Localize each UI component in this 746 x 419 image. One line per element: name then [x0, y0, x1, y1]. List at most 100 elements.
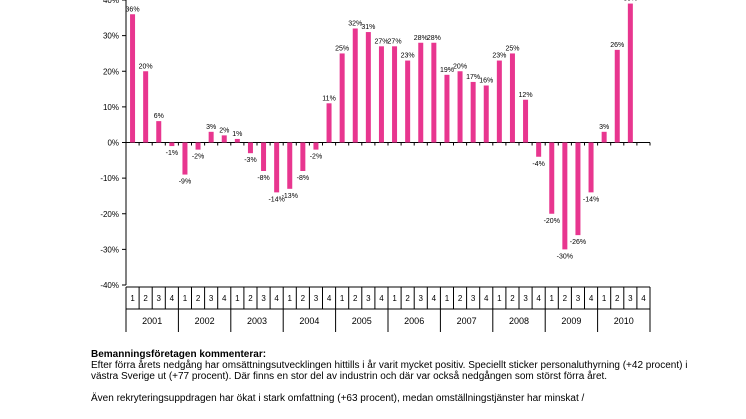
year-label: 2002 — [195, 316, 215, 326]
quarter-label: 3 — [419, 294, 424, 303]
quarter-label: 2 — [563, 294, 568, 303]
bar — [431, 42, 437, 143]
quarter-label: 4 — [379, 294, 384, 303]
quarter-label: 2 — [143, 294, 148, 303]
data-label: 23% — [492, 53, 506, 60]
data-label: 25% — [505, 45, 519, 52]
data-label: 20% — [139, 63, 153, 70]
year-label: 2004 — [299, 316, 319, 326]
data-label: 28% — [427, 35, 441, 42]
y-tick-label: 40% — [103, 0, 119, 5]
bar — [627, 3, 633, 143]
bar — [326, 103, 332, 143]
data-label: 26% — [610, 42, 624, 49]
data-label: -1% — [166, 150, 178, 157]
bar — [588, 142, 594, 193]
data-label: 31% — [361, 24, 375, 31]
data-label: 3% — [599, 124, 609, 131]
bar — [169, 142, 175, 147]
y-tick-label: -10% — [100, 174, 119, 183]
quarter-label: 4 — [274, 294, 279, 303]
bar — [156, 121, 162, 143]
bar — [365, 32, 371, 143]
bar — [247, 142, 253, 154]
data-label: -2% — [192, 154, 204, 161]
bar — [575, 142, 581, 236]
data-label: 28% — [414, 35, 428, 42]
data-label: 17% — [466, 74, 480, 81]
quarter-label: 1 — [183, 294, 188, 303]
y-tick-label: -40% — [100, 281, 119, 290]
bar — [182, 142, 188, 175]
data-label: -2% — [310, 154, 322, 161]
data-label: -4% — [532, 161, 544, 168]
bar — [601, 131, 607, 143]
quarter-label: 3 — [209, 294, 214, 303]
quarter-label: 1 — [392, 294, 397, 303]
bar-chart: -40% -30% -20% -10% 0% 10% 20% 30% 40% 36% 20% 6% -1… — [100, 0, 651, 332]
year-label: 2007 — [457, 316, 477, 326]
commentary: Bemanningsföretagen kommenterar: Efter f… — [91, 349, 691, 415]
data-label: 23% — [401, 53, 415, 60]
y-tick-label: 30% — [103, 32, 119, 41]
quarter-label: 2 — [510, 294, 515, 303]
data-label: -14% — [268, 196, 284, 203]
quarter-label: 1 — [602, 294, 607, 303]
quarter-label: 3 — [576, 294, 581, 303]
quarter-label: 2 — [615, 294, 620, 303]
bar — [470, 81, 476, 143]
y-tick-label: 20% — [103, 67, 119, 76]
commentary-paragraph-1: Efter förra årets nedgång har omsättning… — [91, 360, 688, 382]
bar — [130, 14, 136, 143]
data-label: -14% — [583, 196, 599, 203]
year-label: 2006 — [404, 316, 424, 326]
commentary-paragraph-2: Även rekryteringsuppdragen har ökat i st… — [91, 393, 585, 404]
bar — [418, 42, 424, 143]
bar — [483, 85, 489, 143]
bar — [509, 53, 515, 143]
quarter-label: 3 — [366, 294, 371, 303]
quarter-label: 4 — [589, 294, 594, 303]
year-label: 2005 — [352, 316, 372, 326]
quarter-label: 1 — [497, 294, 502, 303]
bar — [287, 142, 293, 189]
year-label: 2009 — [561, 316, 581, 326]
bar — [392, 46, 398, 143]
quarter-label: 2 — [458, 294, 463, 303]
data-label: -8% — [297, 175, 309, 182]
data-label: 39% — [623, 0, 637, 3]
quarter-label: 4 — [641, 294, 646, 303]
bar — [234, 138, 240, 143]
bar — [405, 60, 411, 143]
quarter-label: 3 — [314, 294, 319, 303]
bar — [339, 53, 345, 143]
quarter-label: 2 — [353, 294, 358, 303]
data-label: 20% — [453, 63, 467, 70]
bar — [444, 74, 450, 143]
bar — [523, 99, 529, 143]
data-label: -9% — [179, 179, 191, 186]
year-label: 2010 — [614, 316, 634, 326]
quarter-label: 3 — [261, 294, 266, 303]
data-label: 1% — [232, 131, 242, 138]
bar — [562, 142, 568, 250]
quarter-label: 4 — [536, 294, 541, 303]
quarter-label: 4 — [222, 294, 227, 303]
quarter-label: 4 — [170, 294, 175, 303]
y-tick-label: -30% — [100, 245, 119, 254]
y-tick-label: -20% — [100, 210, 119, 219]
quarter-label: 3 — [628, 294, 633, 303]
data-label: -13% — [282, 193, 298, 200]
bar — [313, 142, 319, 150]
data-label: -20% — [544, 218, 560, 225]
data-label: 32% — [348, 21, 362, 28]
data-label: 25% — [335, 45, 349, 52]
year-label: 2008 — [509, 316, 529, 326]
data-label: 11% — [322, 95, 336, 102]
quarter-label: 1 — [235, 294, 240, 303]
bar — [536, 142, 542, 157]
bar — [378, 46, 384, 143]
data-label: 3% — [206, 124, 216, 131]
data-label: 6% — [154, 113, 164, 120]
data-label: 16% — [479, 78, 493, 85]
